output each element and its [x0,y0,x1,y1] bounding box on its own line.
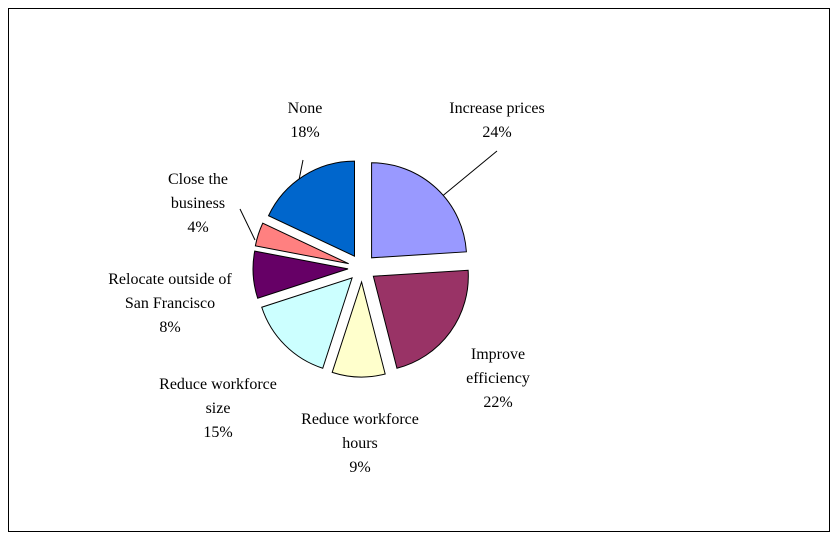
category-label: Reduce workforce hours [301,411,419,452]
slice-label: Reduce workforce size 15% [151,373,286,445]
pie-slice [372,269,469,369]
value-label: 22% [483,394,513,411]
value-label: 18% [290,124,320,141]
leader-line [239,208,256,241]
category-label: Improve efficiency [466,346,530,387]
value-label: 24% [482,124,512,141]
pie-slice [261,277,353,369]
value-label: 4% [187,219,209,236]
pie-slice [252,250,349,299]
value-label: 15% [203,424,233,441]
category-label: None [287,100,323,117]
leader-line [439,150,498,199]
slice-label: None 18% [255,97,355,145]
slice-label: Increase prices 24% [397,97,597,145]
pie-slice [267,160,355,257]
category-label: Relocate outside of San Francisco [108,271,232,312]
category-label: Close the business [168,171,228,212]
value-label: 8% [159,319,181,336]
value-label: 9% [349,459,371,476]
category-label: Reduce workforce size [159,376,277,417]
leader-line [298,159,304,181]
slice-label: Reduce workforce hours 9% [285,408,435,480]
slice-label: Improve efficiency 22% [453,343,543,415]
chart-border [8,8,830,532]
pie-slice [331,280,386,378]
slice-label: Close the business 4% [151,168,246,240]
pie-slice [371,162,467,259]
pie-slice [254,222,349,265]
slice-label: Relocate outside of San Francisco 8% [95,268,245,340]
category-label: Increase prices [449,100,545,117]
